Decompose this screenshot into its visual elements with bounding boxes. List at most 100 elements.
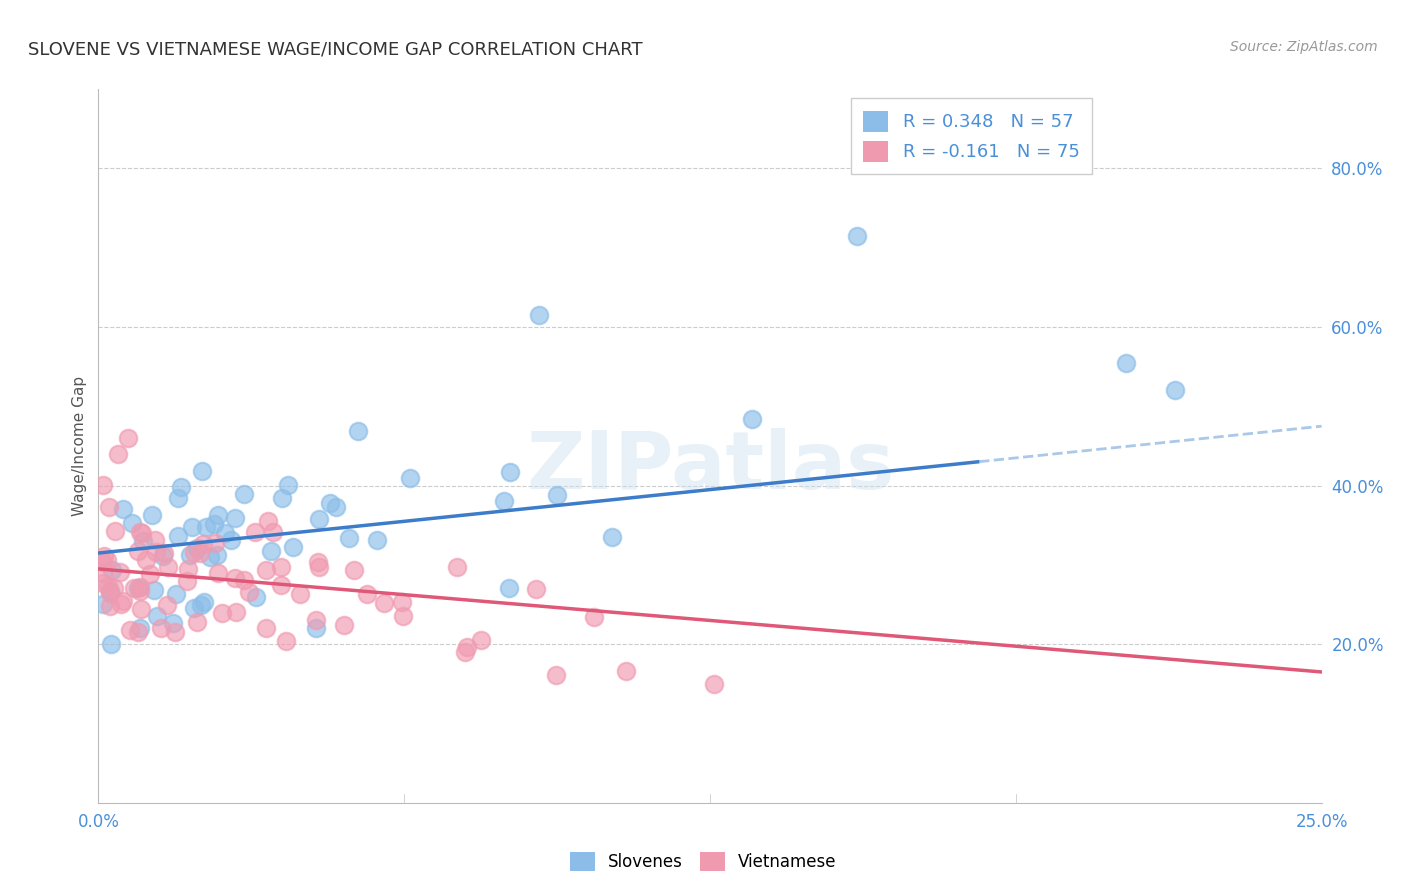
Point [98, 585, 121, 599]
Point [260, 543, 283, 558]
Point [121, 516, 143, 530]
Point [245, 524, 267, 539]
Point [276, 634, 298, 648]
Text: Source: ZipAtlas.com: Source: ZipAtlas.com [1230, 40, 1378, 54]
Point [135, 553, 157, 567]
Point [238, 585, 260, 599]
Point [97, 500, 120, 514]
Point [233, 573, 256, 587]
Point [527, 308, 550, 322]
Point [257, 514, 280, 528]
Point [107, 447, 129, 461]
Point [98, 583, 121, 598]
Point [204, 536, 226, 550]
Point [319, 496, 342, 510]
Text: ZIPatlas: ZIPatlas [526, 428, 894, 507]
Point [145, 609, 167, 624]
Point [111, 502, 134, 516]
Point [845, 228, 868, 243]
Point [270, 491, 292, 505]
Point [190, 598, 212, 612]
Point [333, 617, 356, 632]
Point [524, 582, 547, 596]
Point [96, 553, 118, 567]
Point [307, 555, 329, 569]
Point [207, 508, 229, 522]
Point [91, 566, 114, 580]
Point [127, 624, 149, 639]
Point [305, 613, 328, 627]
Point [343, 563, 366, 577]
Point [544, 668, 567, 682]
Point [470, 632, 492, 647]
Point [1164, 384, 1187, 398]
Point [446, 559, 468, 574]
Point [494, 494, 516, 508]
Point [456, 640, 478, 655]
Point [399, 470, 422, 484]
Point [703, 677, 725, 691]
Point [103, 581, 125, 595]
Point [270, 578, 292, 592]
Point [93, 549, 115, 563]
Point [337, 531, 360, 545]
Point [214, 525, 236, 540]
Point [117, 431, 139, 445]
Point [167, 491, 190, 506]
Point [281, 540, 304, 554]
Point [152, 546, 174, 560]
Point [104, 524, 127, 538]
Point [176, 574, 198, 588]
Point [254, 622, 277, 636]
Y-axis label: Wage/Income Gap: Wage/Income Gap [72, 376, 87, 516]
Legend: R = 0.348   N = 57, R = -0.161   N = 75: R = 0.348 N = 57, R = -0.161 N = 75 [851, 98, 1092, 174]
Point [124, 582, 146, 596]
Point [277, 478, 299, 492]
Point [142, 582, 165, 597]
Legend: Slovenes, Vietnamese: Slovenes, Vietnamese [561, 843, 845, 880]
Point [186, 541, 208, 556]
Point [98, 599, 121, 614]
Point [499, 465, 522, 479]
Point [616, 664, 638, 678]
Point [245, 591, 267, 605]
Point [162, 615, 184, 630]
Point [186, 615, 208, 629]
Point [582, 610, 605, 624]
Point [141, 508, 163, 522]
Point [305, 621, 328, 635]
Point [145, 545, 167, 559]
Point [128, 584, 150, 599]
Point [150, 621, 173, 635]
Point [128, 580, 150, 594]
Point [454, 645, 477, 659]
Point [131, 525, 153, 540]
Point [224, 570, 246, 584]
Point [156, 598, 179, 612]
Point [498, 581, 520, 595]
Point [179, 548, 201, 562]
Point [207, 566, 229, 581]
Point [392, 608, 415, 623]
Point [183, 545, 205, 559]
Point [225, 605, 247, 619]
Point [233, 487, 256, 501]
Point [181, 519, 204, 533]
Point [129, 602, 152, 616]
Point [325, 500, 347, 514]
Point [391, 595, 413, 609]
Point [118, 623, 141, 637]
Point [262, 525, 284, 540]
Point [270, 560, 292, 574]
Point [128, 621, 150, 635]
Point [152, 549, 174, 564]
Point [177, 562, 200, 576]
Point [356, 587, 378, 601]
Point [308, 512, 330, 526]
Point [373, 596, 395, 610]
Point [366, 533, 388, 547]
Point [101, 563, 124, 577]
Point [346, 424, 368, 438]
Point [198, 550, 221, 565]
Point [91, 597, 114, 611]
